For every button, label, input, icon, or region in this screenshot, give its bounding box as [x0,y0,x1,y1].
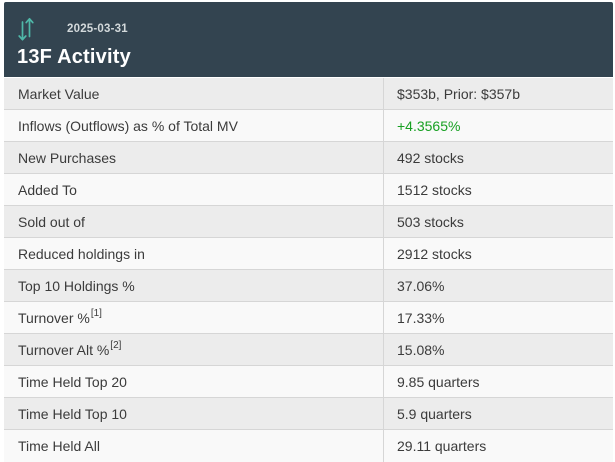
row-label-text: Sold out of [18,213,85,230]
table-row: Time Held Top 10 5.9 quarters [4,398,613,430]
row-value: 37.06% [383,270,613,301]
row-label: Sold out of [4,206,383,237]
row-value: 1512 stocks [383,174,613,205]
activity-table: Market Value $353b, Prior: $357b Inflows… [4,78,613,462]
report-date: 2025-03-31 [67,23,128,35]
row-value: 15.08% [383,334,613,365]
table-row: Time Held Top 20 9.85 quarters [4,366,613,398]
row-label-text: Reduced holdings in [18,245,145,262]
row-label: Time Held Top 20 [4,366,383,397]
row-value: 9.85 quarters [383,366,613,397]
row-value: 17.33% [383,302,613,333]
card-header: 2025-03-31 13F Activity [4,2,613,77]
row-value: 5.9 quarters [383,398,613,429]
row-label: Top 10 Holdings % [4,270,383,301]
row-label-text: Inflows (Outflows) as % of Total MV [18,117,238,134]
footnote-superscript: [1] [90,307,102,319]
table-row: Turnover % [1] 17.33% [4,302,613,334]
table-row: Time Held All 29.11 quarters [4,430,613,462]
row-value: 2912 stocks [383,238,613,269]
row-label-text: Market Value [18,85,100,102]
table-row: Inflows (Outflows) as % of Total MV +4.3… [4,110,613,142]
row-label-text: Turnover Alt % [18,341,110,358]
row-value: 503 stocks [383,206,613,237]
table-row: Sold out of 503 stocks [4,206,613,238]
table-row: Added To 1512 stocks [4,174,613,206]
row-value: $353b, Prior: $357b [383,78,613,109]
row-label-text: Time Held All [18,438,100,454]
row-value: +4.3565% [383,110,613,141]
row-label: Market Value [4,78,383,109]
row-label: Inflows (Outflows) as % of Total MV [4,110,383,141]
row-label: Turnover % [1] [4,302,383,333]
row-label: Time Held Top 10 [4,398,383,429]
arrow-strokes [18,17,34,41]
row-value: 492 stocks [383,142,613,173]
table-row: Turnover Alt % [2] 15.08% [4,334,613,366]
row-label: Added To [4,174,383,205]
row-label: Time Held All [4,430,383,462]
table-row: Reduced holdings in 2912 stocks [4,238,613,270]
row-label-text: Time Held Top 20 [18,373,127,390]
row-label-text: New Purchases [18,149,117,166]
table-row: Market Value $353b, Prior: $357b [4,78,613,110]
13f-activity-card: 2025-03-31 13F Activity Market Value $35… [4,2,613,462]
card-title: 13F Activity [17,46,131,68]
header-top: 2025-03-31 [16,15,601,43]
table-row: New Purchases 492 stocks [4,142,613,174]
row-label-text: Top 10 Holdings % [18,277,135,294]
row-label-text: Turnover % [18,309,90,326]
footnote-superscript: [2] [110,339,122,351]
row-label: New Purchases [4,142,383,173]
row-label: Turnover Alt % [2] [4,334,383,365]
row-label-text: Time Held Top 10 [18,405,127,422]
row-label: Reduced holdings in [4,238,383,269]
up-down-arrows-icon [18,15,34,43]
table-row: Top 10 Holdings % 37.06% [4,270,613,302]
row-label-text: Added To [18,181,77,198]
row-value: 29.11 quarters [383,430,613,462]
